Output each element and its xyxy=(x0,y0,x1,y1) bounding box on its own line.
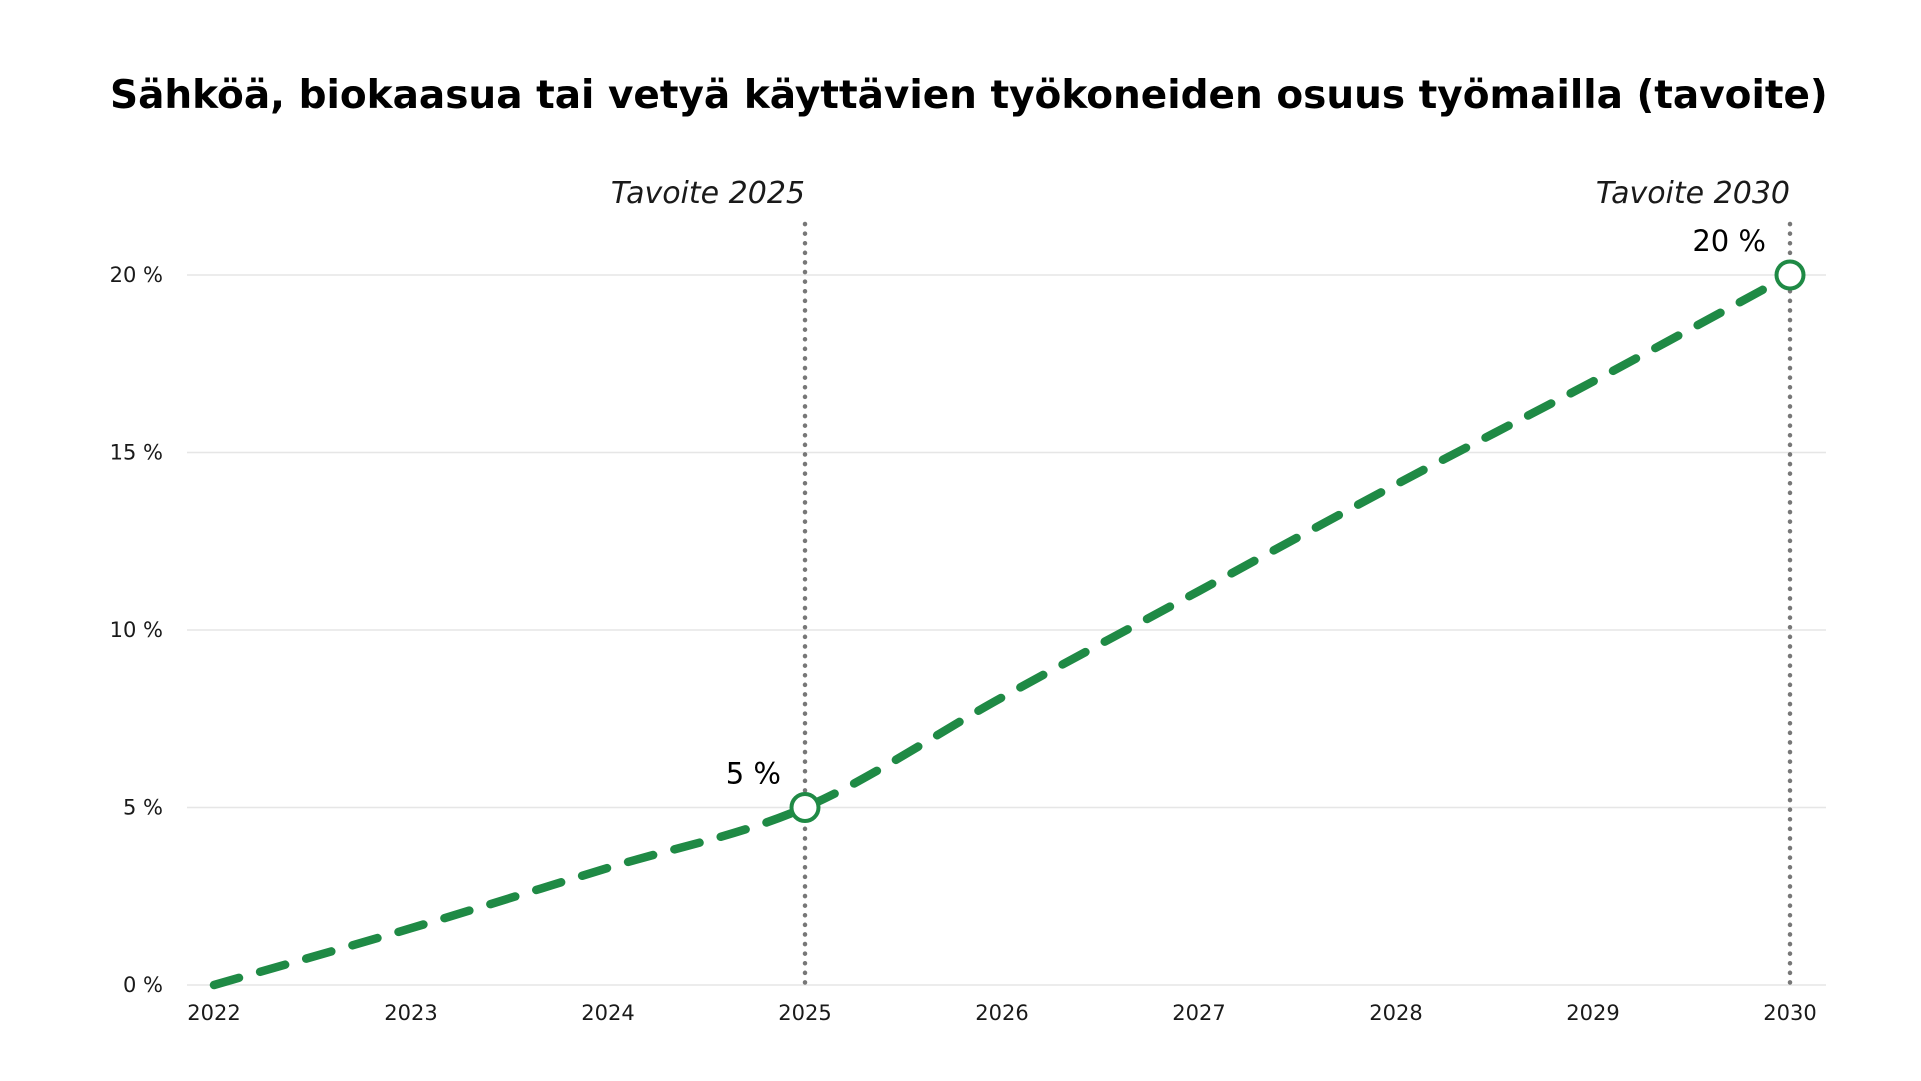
target-marker xyxy=(789,792,821,823)
x-tick-label: 2023 xyxy=(384,1001,437,1025)
target-lines: Tavoite 2025 Tavoite 2030 xyxy=(611,176,1793,988)
x-tick-label: 2022 xyxy=(187,1001,240,1025)
x-tick-label: 2024 xyxy=(581,1001,634,1025)
y-tick-label: 5 % xyxy=(123,796,163,820)
y-tick-label: 15 % xyxy=(110,441,163,465)
target-label: Tavoite 2025 xyxy=(611,176,805,211)
y-tick-label: 20 % xyxy=(110,263,163,287)
y-tick-label: 0 % xyxy=(123,973,163,997)
y-tick-label: 10 % xyxy=(110,618,163,642)
series-line xyxy=(209,270,1795,990)
x-tick-label: 2025 xyxy=(778,1001,831,1025)
target-marker xyxy=(1774,259,1806,291)
x-axis: 2022 2023 2024 2025 2026 2027 2028 2029 2030 xyxy=(187,1001,1816,1025)
x-tick-label: 2028 xyxy=(1369,1001,1422,1025)
series-lines xyxy=(209,270,1795,990)
x-tick-label: 2027 xyxy=(1172,1001,1225,1025)
marker-label: 5 % xyxy=(726,757,781,791)
y-axis: 0 % 5 % 10 % 15 % 20 % xyxy=(110,263,163,997)
target-markers: 5 % 20 % xyxy=(726,224,1806,823)
gridlines xyxy=(187,274,1826,986)
x-tick-label: 2029 xyxy=(1566,1001,1619,1025)
x-tick-label: 2026 xyxy=(975,1001,1028,1025)
target-label: Tavoite 2030 xyxy=(1596,176,1790,211)
chart-title: Sähköä, biokaasua tai vetyä käyttävien t… xyxy=(110,73,1828,118)
x-tick-label: 2030 xyxy=(1763,1001,1816,1025)
marker-label: 20 % xyxy=(1692,224,1766,258)
